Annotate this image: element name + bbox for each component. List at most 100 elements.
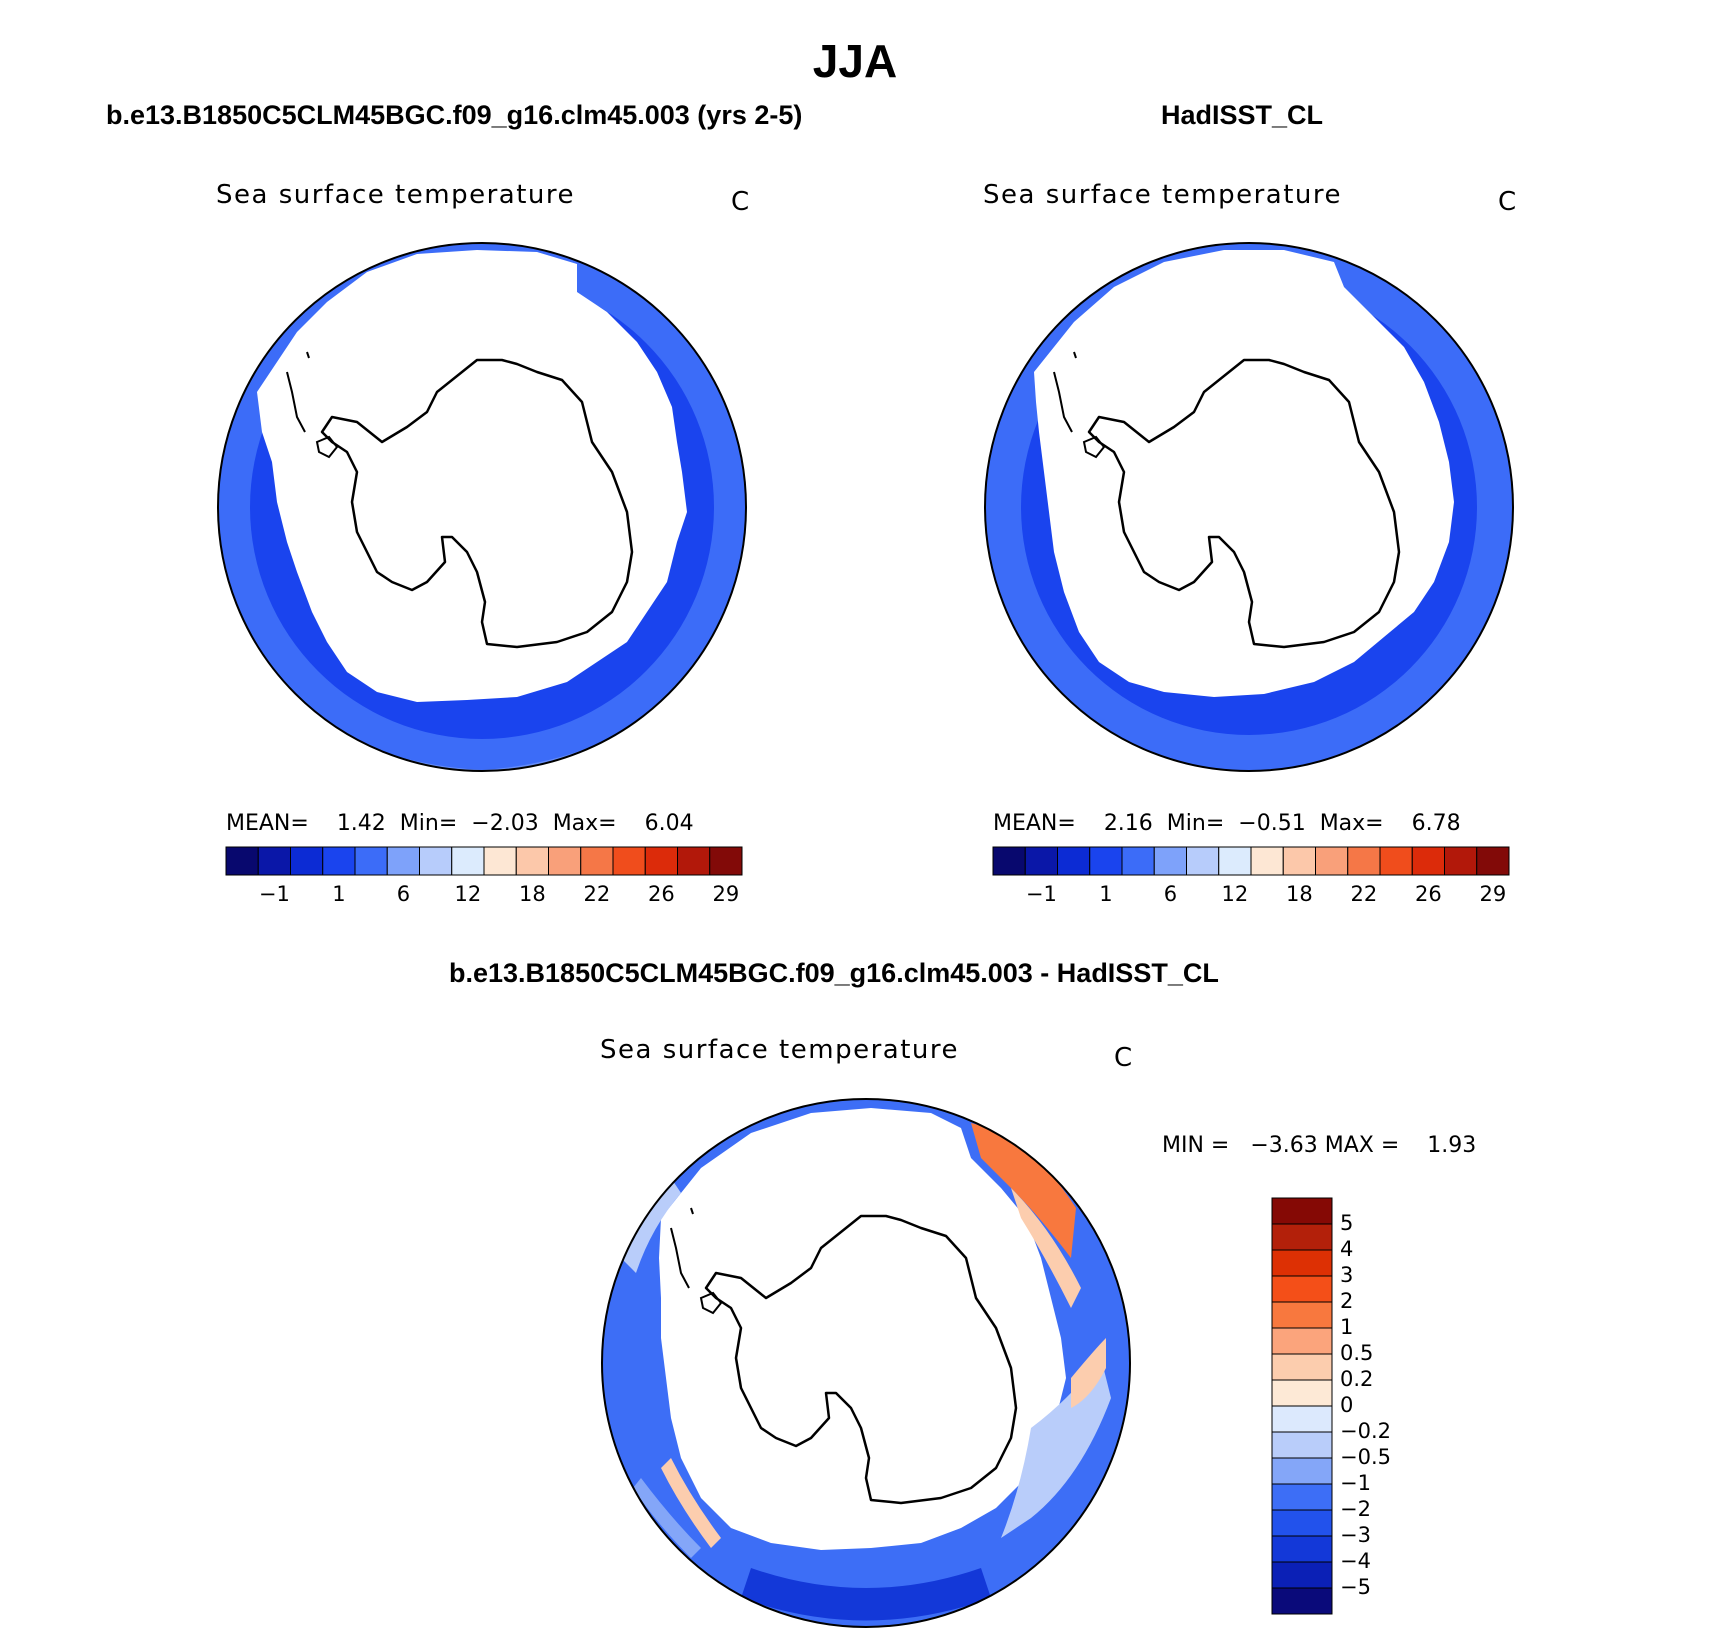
panel-model-polar-map <box>217 242 747 772</box>
difference-colorbar-swatch <box>1271 1353 1333 1381</box>
panel-model-colorbar-swatch <box>257 846 291 876</box>
difference-stats: MIN = −3.63 MAX = 1.93 <box>1162 1133 1476 1158</box>
panel-obs-colorbar-swatch <box>1153 846 1187 876</box>
panel-obs-colorbar-swatch <box>992 846 1026 876</box>
panel-obs-colorbar-tick-label: −1 <box>1025 882 1057 906</box>
panel-model-stats: MEAN= 1.42 Min= −2.03 Max= 6.04 <box>226 811 694 836</box>
panel-model-colorbar-swatch <box>580 846 614 876</box>
difference-colorbar-swatch <box>1271 1483 1333 1511</box>
difference-colorbar-swatch <box>1271 1223 1333 1251</box>
panel-obs-colorbar <box>992 846 1510 876</box>
difference-colorbar-swatch <box>1271 1327 1333 1355</box>
difference-colorbar-tick-label: 0 <box>1340 1393 1354 1417</box>
panel-model-colorbar-tick-label: 26 <box>648 882 675 906</box>
difference-colorbar-tick-label: −1 <box>1340 1471 1371 1495</box>
panel-model-colorbar-swatch <box>515 846 549 876</box>
difference-units: C <box>1114 1043 1133 1073</box>
panel-model-colorbar-swatch <box>451 846 485 876</box>
panel-model-variable-title: Sea surface temperature <box>216 180 575 210</box>
panel-model-mean-value: 1.42 <box>336 811 386 836</box>
panel-obs-min-label: Min= <box>1166 811 1225 836</box>
panel-model-colorbar-swatch <box>354 846 388 876</box>
difference-colorbar-tick-label: −3 <box>1340 1523 1371 1547</box>
difference-colorbar-swatch <box>1271 1561 1333 1589</box>
panel-obs-colorbar-swatch <box>1024 846 1058 876</box>
difference-colorbar-tick-label: −5 <box>1340 1575 1371 1599</box>
panel-obs-colorbar-tick-label: 6 <box>1163 882 1178 906</box>
panel-model-min-label: Min= <box>399 811 458 836</box>
difference-min-value: −3.63 <box>1250 1133 1318 1158</box>
panel-model-colorbar-swatch <box>612 846 646 876</box>
panel-model-min-value: −2.03 <box>471 811 539 836</box>
panel-obs-colorbar-swatch <box>1379 846 1413 876</box>
difference-colorbar-tick-label: −0.5 <box>1340 1445 1391 1469</box>
panel-obs-colorbar-swatch <box>1282 846 1316 876</box>
panel-obs-colorbar-tick-label: 1 <box>1099 882 1113 906</box>
panel-model-colorbar-swatch <box>548 846 582 876</box>
figure-title: JJA <box>812 35 898 87</box>
panel-model-colorbar-labels: −1 1 6 12 18 22 26 29 <box>226 882 742 910</box>
panel-model-colorbar-swatch <box>386 846 420 876</box>
panel-obs-colorbar-swatch <box>1250 846 1284 876</box>
panel-obs-colorbar-tick-label: 29 <box>1479 882 1507 906</box>
difference-min-label: MIN = <box>1162 1133 1230 1158</box>
panel-obs-colorbar-tick-label: 22 <box>1350 882 1378 906</box>
difference-colorbar-tick-label: 4 <box>1340 1237 1354 1261</box>
panel-model-colorbar-tick-label: 22 <box>583 882 611 906</box>
panel-model-colorbar-swatch <box>677 846 711 876</box>
panel-obs-colorbar-labels: −1 1 6 12 18 22 26 29 <box>993 882 1509 910</box>
difference-variable-title: Sea surface temperature <box>600 1035 959 1065</box>
panel-obs-colorbar-tick-label: 26 <box>1415 882 1442 906</box>
panel-model-case-title: b.e13.B1850C5CLM45BGC.f09_g16.clm45.003 … <box>106 100 803 130</box>
difference-colorbar-labels: 5 4 3 2 1 0.5 0.2 0 −0.2 −0.5 −1 −2 −3 −4 −5 <box>1340 1198 1440 1614</box>
difference-colorbar-tick-label: 0.2 <box>1340 1367 1374 1391</box>
panel-obs-colorbar-swatch <box>1411 846 1445 876</box>
difference-case-title: b.e13.B1850C5CLM45BGC.f09_g16.clm45.003 … <box>449 958 1219 988</box>
difference-colorbar-tick-label: 0.5 <box>1340 1341 1374 1365</box>
panel-obs-colorbar-swatch <box>1121 846 1155 876</box>
difference-colorbar-tick-label: −2 <box>1340 1497 1371 1521</box>
panel-model-colorbar-swatch <box>322 846 356 876</box>
panel-model-colorbar-swatch <box>419 846 453 876</box>
difference-colorbar-swatch <box>1271 1587 1333 1615</box>
difference-colorbar-tick-label: 3 <box>1340 1263 1354 1287</box>
panel-obs-colorbar-swatch <box>1186 846 1220 876</box>
difference-colorbar-swatch <box>1271 1249 1333 1277</box>
panel-obs-units: C <box>1498 187 1517 217</box>
difference-colorbar-swatch <box>1271 1405 1333 1433</box>
panel-obs-colorbar-swatch <box>1444 846 1478 876</box>
difference-colorbar-tick-label: −4 <box>1340 1549 1371 1573</box>
panel-model-colorbar <box>225 846 743 876</box>
panel-obs-mean-value: 2.16 <box>1103 811 1153 836</box>
difference-colorbar-swatch <box>1271 1535 1333 1563</box>
difference-colorbar-swatch <box>1271 1431 1333 1459</box>
panel-obs-colorbar-swatch <box>1057 846 1091 876</box>
panel-model-max-label: Max= <box>552 811 617 836</box>
difference-colorbar-swatch <box>1271 1379 1333 1407</box>
panel-model-colorbar-swatch <box>225 846 259 876</box>
difference-colorbar-tick-label: 1 <box>1340 1315 1354 1339</box>
difference-colorbar <box>1271 1197 1333 1615</box>
panel-obs-max-value: 6.78 <box>1411 811 1461 836</box>
panel-obs-colorbar-swatch <box>1218 846 1252 876</box>
panel-obs-colorbar-swatch <box>1347 846 1381 876</box>
panel-model-colorbar-swatch <box>483 846 517 876</box>
panel-model-max-value: 6.04 <box>644 811 694 836</box>
panel-model-colorbar-swatch <box>709 846 743 876</box>
panel-model-mean-label: MEAN= <box>226 811 309 836</box>
difference-colorbar-tick-label: 2 <box>1340 1289 1354 1313</box>
panel-obs-colorbar-swatch <box>1089 846 1123 876</box>
panel-model-colorbar-swatch <box>644 846 678 876</box>
difference-colorbar-swatch <box>1271 1275 1333 1303</box>
panel-obs-case-title: HadISST_CL <box>1161 100 1324 130</box>
panel-model-colorbar-tick-label: 12 <box>454 882 482 906</box>
panel-obs-mean-label: MEAN= <box>993 811 1076 836</box>
panel-model-colorbar-tick-label: −1 <box>258 882 290 906</box>
panel-obs-max-label: Max= <box>1319 811 1384 836</box>
panel-obs-colorbar-tick-label: 18 <box>1286 882 1313 906</box>
panel-obs-colorbar-swatch <box>1315 846 1349 876</box>
panel-obs-colorbar-swatch <box>1476 846 1510 876</box>
panel-model-colorbar-tick-label: 18 <box>519 882 546 906</box>
difference-colorbar-tick-label: 5 <box>1340 1211 1354 1235</box>
panel-obs-variable-title: Sea surface temperature <box>983 180 1342 210</box>
